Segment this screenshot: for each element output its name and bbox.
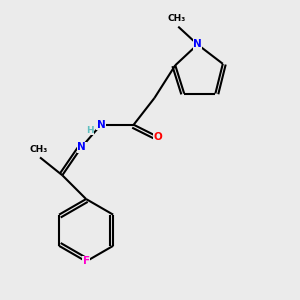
Text: O: O (153, 132, 162, 142)
Text: F: F (82, 256, 90, 266)
Text: N: N (97, 120, 105, 130)
Text: H: H (86, 126, 94, 135)
Text: CH₃: CH₃ (168, 14, 186, 23)
Text: CH₃: CH₃ (29, 145, 48, 154)
Text: N: N (193, 40, 202, 50)
Text: N: N (77, 142, 86, 152)
